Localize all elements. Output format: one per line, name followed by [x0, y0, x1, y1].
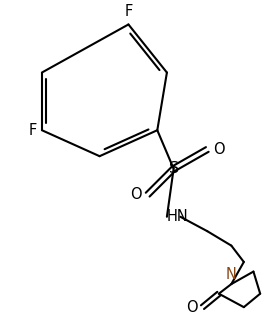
Text: HN: HN: [167, 209, 189, 224]
Text: O: O: [130, 187, 142, 202]
Text: O: O: [213, 142, 225, 157]
Text: F: F: [29, 123, 37, 138]
Text: O: O: [186, 300, 198, 315]
Text: S: S: [169, 161, 179, 176]
Text: N: N: [226, 267, 237, 282]
Text: F: F: [124, 4, 133, 19]
